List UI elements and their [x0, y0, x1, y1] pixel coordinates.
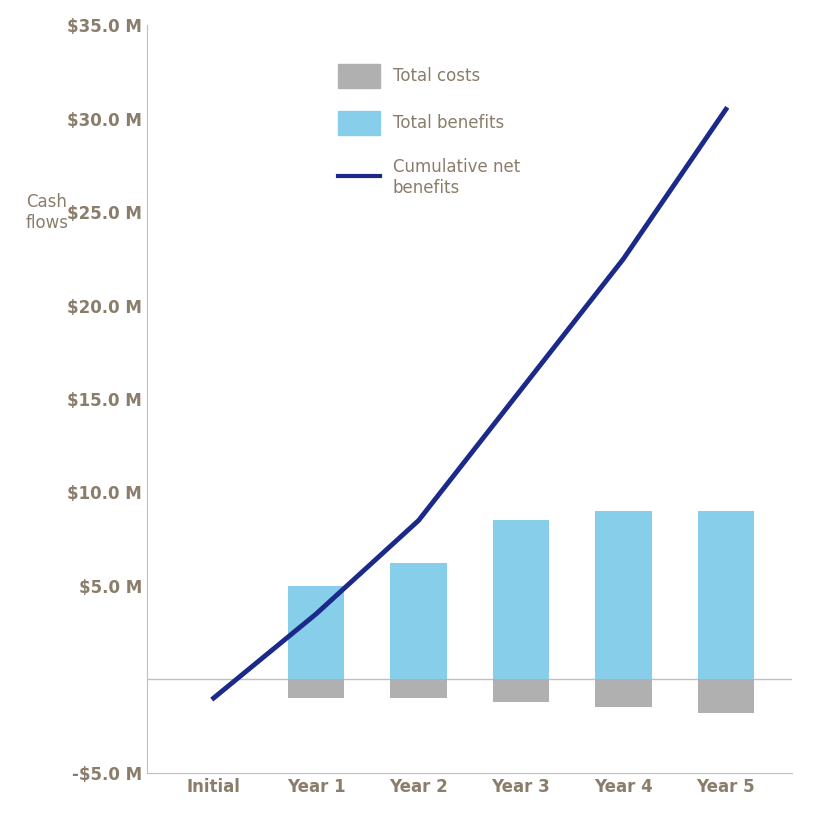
Bar [493, 680, 549, 701]
Bar [391, 564, 447, 680]
Bar [493, 521, 549, 680]
Legend: Total costs, Total benefits, Cumulative net
benefits: Total costs, Total benefits, Cumulative … [329, 56, 529, 205]
Bar [288, 586, 344, 680]
Text: Cash
flows: Cash flows [25, 192, 69, 232]
Bar [596, 511, 652, 680]
Bar [698, 511, 754, 680]
Bar [698, 680, 754, 713]
Bar [288, 680, 344, 698]
Bar [596, 680, 652, 707]
Bar [391, 680, 447, 698]
